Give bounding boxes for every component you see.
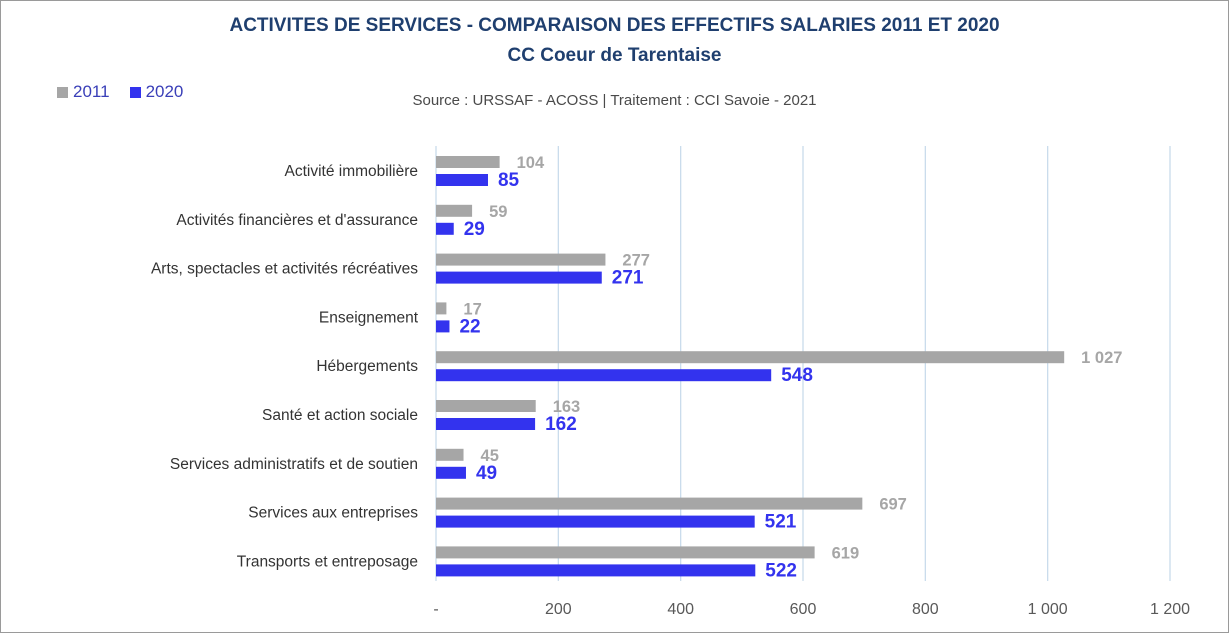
bar-2011[interactable] (436, 302, 447, 315)
bar-2011[interactable] (436, 400, 536, 412)
data-label-2011: 277 (622, 252, 650, 270)
bar-2020[interactable] (436, 466, 466, 479)
data-label-2020: 271 (612, 268, 644, 289)
category-label: Enseignement (319, 309, 419, 326)
bar-2011[interactable] (436, 156, 500, 168)
category-label: Activités financières et d'assurance (176, 212, 418, 229)
x-tick-label: 200 (545, 601, 572, 618)
chart-subtitle: CC Coeur de Tarentaise (507, 45, 722, 66)
bar-2011[interactable] (436, 253, 606, 266)
data-label-2011: 104 (517, 154, 545, 172)
data-label-2011: 59 (489, 203, 507, 221)
bar-2011[interactable] (436, 351, 1065, 364)
bar-2020[interactable] (436, 418, 536, 430)
category-label: Hébergements (316, 358, 418, 375)
chart-title: ACTIVITES DE SERVICES - COMPARAISON DES … (229, 15, 1000, 36)
x-tick-label: - (433, 601, 438, 618)
bar-2020[interactable] (436, 369, 772, 382)
data-label-2020: 29 (464, 219, 485, 240)
legend-swatch-2020 (129, 86, 141, 98)
x-tick-label: 400 (667, 601, 694, 618)
data-label-2011: 163 (553, 398, 581, 416)
x-tick-label: 800 (912, 601, 939, 618)
data-label-2020: 22 (459, 316, 480, 337)
category-label: Santé et action sociale (262, 407, 418, 424)
bar-2011[interactable] (436, 448, 464, 461)
x-tick-label: 1 200 (1150, 601, 1190, 618)
bar-2020[interactable] (436, 564, 756, 577)
data-label-2011: 619 (832, 544, 860, 562)
category-label: Services aux entreprises (248, 505, 418, 522)
bar-2011[interactable] (436, 204, 473, 217)
x-tick-label: 600 (790, 601, 817, 618)
data-label-2020: 522 (765, 560, 797, 581)
bar-2011[interactable] (436, 546, 815, 559)
data-label-2011: 697 (879, 496, 907, 514)
category-label: Activité immobilière (284, 163, 418, 180)
category-label: Arts, spectacles et activités récréative… (151, 261, 418, 278)
data-label-2011: 1 027 (1081, 349, 1122, 367)
bar-2020[interactable] (436, 320, 450, 333)
data-label-2020: 49 (476, 463, 497, 484)
bar-2011[interactable] (436, 497, 863, 510)
data-label-2020: 521 (765, 512, 797, 533)
data-label-2011: 17 (463, 300, 481, 318)
legend-label-2020: 2020 (145, 82, 184, 101)
category-label: Services administratifs et de soutien (170, 456, 418, 473)
data-label-2020: 85 (498, 170, 520, 191)
legend-swatch-2011 (57, 86, 68, 98)
legend-item-2020[interactable]: 2020 (129, 82, 184, 102)
data-label-2011: 45 (481, 447, 499, 465)
bar-2020[interactable] (436, 271, 602, 284)
bar-2020[interactable] (436, 515, 755, 528)
source-note: Source : URSSAF - ACOSS | Traitement : C… (412, 92, 817, 109)
legend: 2011 2020 (57, 82, 203, 102)
category-label: Transports et entreposage (237, 553, 418, 570)
legend-item-2011[interactable]: 2011 (57, 82, 110, 102)
bar-2020[interactable] (436, 222, 454, 235)
bar-2020[interactable] (436, 174, 488, 186)
data-label-2020: 548 (781, 365, 813, 386)
data-label-2020: 162 (545, 414, 577, 435)
x-tick-label: 1 000 (1028, 601, 1068, 618)
legend-label-2011: 2011 (73, 82, 110, 101)
